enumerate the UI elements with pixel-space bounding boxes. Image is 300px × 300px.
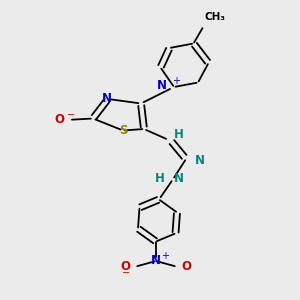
Text: +: +	[161, 250, 169, 261]
Text: N: N	[174, 172, 184, 185]
Text: N: N	[101, 92, 112, 106]
Text: O: O	[182, 260, 191, 274]
Text: H: H	[155, 172, 165, 185]
Text: S: S	[119, 124, 127, 137]
Text: −: −	[122, 268, 130, 278]
Text: −: −	[67, 110, 76, 120]
Text: N: N	[157, 79, 166, 92]
Text: O: O	[121, 260, 130, 274]
Text: N: N	[151, 254, 161, 267]
Text: +: +	[172, 76, 180, 86]
Text: O: O	[55, 113, 64, 126]
Text: CH₃: CH₃	[205, 12, 226, 22]
Text: N: N	[194, 154, 204, 167]
Text: H: H	[174, 128, 183, 142]
